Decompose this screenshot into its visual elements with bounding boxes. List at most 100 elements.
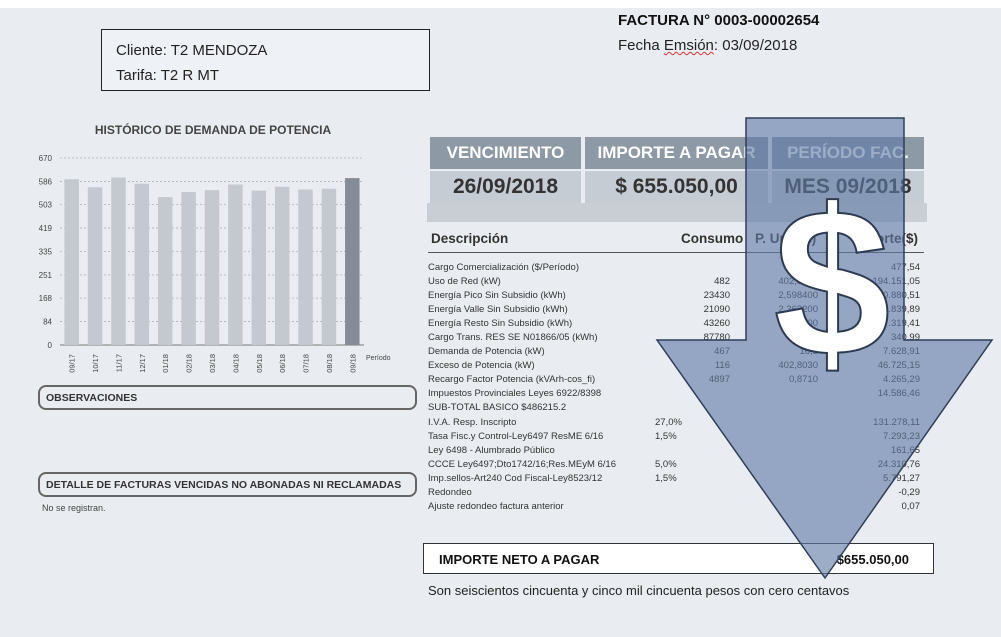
cell-pu: 2,480800: [778, 318, 818, 329]
bar-07-18: [298, 189, 313, 345]
table-row: Cargo Trans. RES SE N01866/05 (kWh) 87780…: [428, 332, 924, 346]
cell-cons: 4897: [708, 374, 730, 385]
cell-desc: Ley 6498 - Alumbrado Público: [428, 445, 555, 456]
table-row: Tasa Fisc.y Control-Ley6497 ResME 6/16 1,…: [428, 431, 924, 445]
demand-chart: 0 84 168 251 335 419 503 586 670 09/17 10/17 11/17 1…: [39, 154, 391, 373]
cell-desc: Cargo Comercialización ($/Período): [428, 262, 580, 273]
cell-pu: 2,363200: [778, 304, 818, 315]
cell-desc: Exceso de Potencia (kW): [428, 360, 535, 371]
bar-01-18: [157, 197, 173, 345]
table-row: Uso de Red (kW) 482 402,8030 194.151,05: [428, 276, 924, 290]
cell-cons: 467: [714, 346, 730, 357]
x-tick-label: 05/18: [255, 354, 264, 373]
bar-05-18: [251, 190, 267, 345]
observaciones-box: OBSERVACIONES: [38, 385, 417, 410]
x-tick-label: 02/18: [185, 354, 194, 373]
cell-desc: CCCE Ley6497;Dto1742/16;Res.MEyM 6/16: [428, 459, 616, 470]
date-prefix: Fecha: [618, 37, 664, 54]
cell-desc: Energía Pico Sin Subsidio (kWh): [428, 290, 566, 301]
y-tick-label: 335: [39, 248, 53, 257]
cell-pct: 5,0%: [655, 459, 677, 470]
y-tick-label: 419: [39, 224, 53, 233]
cell-pu: 402,8030: [778, 276, 818, 287]
x-tick-label: 10/17: [91, 354, 100, 373]
col-header-punit: P. Unit.($): [755, 231, 817, 246]
cell-desc: Redondeo: [428, 487, 472, 498]
detalle-label: DETALLE DE FACTURAS VENCIDAS NO ABONADAS…: [46, 479, 402, 491]
table-row: Redondeo -0,29: [428, 487, 924, 501]
cell-imp: 477,54: [890, 262, 920, 273]
cell-desc: Energía Resto Sin Subsidio (kWh): [428, 318, 573, 329]
cell-imp: 194.151,05: [872, 276, 920, 287]
cell-cons: 87780: [703, 332, 730, 343]
cell-desc: Demanda de Potencia (kW): [428, 346, 545, 357]
date-word: Emsión: [663, 37, 714, 54]
top-margin: [0, 0, 1001, 8]
table-row: Exceso de Potencia (kW) 116 402,8030 46.725…: [428, 360, 924, 374]
table-row: Recargo Factor Potencia (kVArh-cos_fi) 48…: [428, 374, 924, 388]
cell-imp: -0,29: [898, 487, 920, 498]
table-row: I.V.A. Resp. Inscripto 27,0% 131.278,11: [428, 417, 924, 431]
x-tick-label: 09/18: [348, 354, 357, 373]
y-tick-label: 251: [39, 271, 53, 280]
total-box: IMPORTE NETO A PAGAR $655.050,00: [423, 543, 934, 574]
x-tick-label: 07/18: [302, 354, 311, 373]
x-tick-label: 12/17: [138, 354, 147, 373]
col-header-consumo: Consumo: [681, 231, 744, 246]
y-tick-label: 503: [39, 201, 53, 210]
cell-desc: Imp.sellos-Art240 Cod Fiscal-Ley8523/12: [428, 473, 603, 484]
cell-pu: 16,3: [799, 346, 819, 357]
x-tick-label: 04/18: [231, 354, 240, 373]
cell-cons: 116: [714, 360, 730, 371]
total-amount: $655.050,00: [836, 552, 909, 567]
cell-imp: 7.628,91: [883, 346, 920, 357]
table-row: Energía Resto Sin Subsidio (kWh) 43260 2,4…: [428, 318, 924, 332]
observaciones-label: OBSERVACIONES: [46, 392, 138, 404]
bar-12-17: [134, 183, 150, 345]
bar-08-18: [321, 188, 337, 345]
cell-pct: 1,5%: [655, 473, 677, 484]
cell-imp: 14.586,46: [877, 388, 920, 399]
cell-imp: 107.319,41: [872, 318, 920, 329]
cell-cons: 43260: [703, 318, 730, 329]
no-registran-text: No se registran.: [42, 503, 106, 513]
cell-desc: Recargo Factor Potencia (kVArh-cos_fi): [428, 374, 596, 385]
cell-imp: 24.310,76: [877, 459, 920, 470]
y-tick-label: 670: [39, 154, 53, 163]
cell-imp: 49.839,89: [877, 304, 920, 315]
table-row: Energía Valle Sin Subsidio (kWh) 21090 2,3…: [428, 304, 924, 318]
client-name: Cliente: T2 MENDOZA: [116, 42, 268, 59]
bar-09-18: [345, 178, 360, 345]
amount-in-words: Son seiscientos cincuenta y cinco mil ci…: [428, 583, 850, 598]
bar-06-18: [274, 186, 290, 345]
date-value: : 03/09/2018: [713, 37, 798, 54]
cell-pu: 2,598400: [778, 290, 818, 301]
cell-desc: SUB-TOTAL BASICO $486215.2: [428, 402, 567, 413]
cell-imp: 0,07: [901, 501, 921, 512]
vencimiento-header: VENCIMIENTO: [430, 137, 581, 169]
cell-desc: Energía Valle Sin Subsidio (kWh): [428, 304, 568, 315]
col-header-importe: Importe($): [852, 231, 919, 246]
y-tick-label: 168: [39, 294, 53, 303]
x-tick-label: 06/18: [278, 354, 287, 373]
periodo-value: MES 09/2018: [772, 171, 924, 203]
cell-desc: Cargo Trans. RES SE N01866/05 (kWh): [428, 332, 598, 343]
table-row: Cargo Comercialización ($/Período) 477,54: [428, 262, 924, 276]
cell-desc: I.V.A. Resp. Inscripto: [428, 417, 517, 428]
table-row: CCCE Ley6497;Dto1742/16;Res.MEyM 6/16 5,0…: [428, 459, 924, 473]
table-row: Ajuste redondeo factura anterior 0,07: [428, 501, 924, 515]
cell-pu: 0,8710: [788, 374, 818, 385]
x-axis-label: Período: [366, 355, 391, 362]
cell-cons: 21090: [703, 304, 730, 315]
total-label: IMPORTE NETO A PAGAR: [439, 552, 600, 567]
cell-desc: Uso de Red (kW): [428, 276, 501, 287]
cell-imp: 161,65: [890, 445, 920, 456]
table-row: Ley 6498 - Alumbrado Público 161,65: [428, 445, 924, 459]
y-tick-label: 84: [43, 318, 52, 327]
periodo-header: PERÍODO FAC.: [772, 137, 924, 169]
cell-imp: 4.265,29: [883, 374, 920, 385]
summary-band: [427, 203, 927, 222]
cell-imp: 46.725,15: [877, 360, 920, 371]
x-tick-label: 08/18: [325, 354, 334, 373]
cell-imp: 5.791,27: [883, 473, 920, 484]
